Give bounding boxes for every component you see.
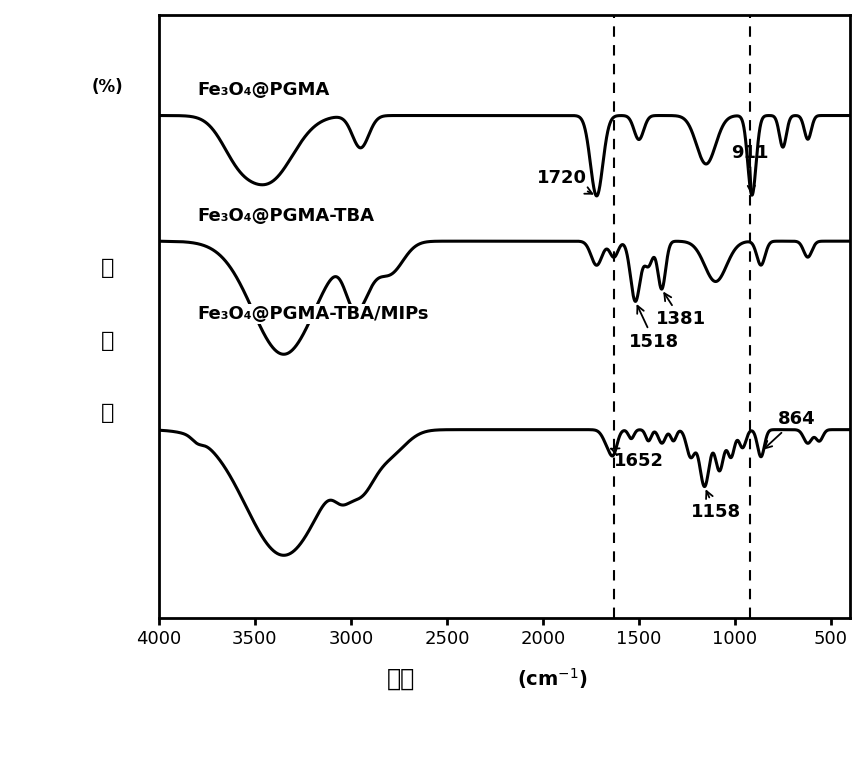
Text: 1158: 1158	[690, 491, 740, 521]
Text: Fe₃O₄@PGMA: Fe₃O₄@PGMA	[197, 81, 330, 99]
Text: 1652: 1652	[611, 449, 663, 470]
Text: 过: 过	[100, 331, 114, 350]
Text: Fe₃O₄@PGMA-TBA: Fe₃O₄@PGMA-TBA	[197, 207, 375, 225]
Text: (%): (%)	[92, 78, 123, 96]
Text: 1720: 1720	[537, 170, 593, 194]
Text: 透: 透	[100, 258, 114, 278]
Text: 911: 911	[731, 143, 768, 193]
Text: 1518: 1518	[629, 306, 679, 350]
Text: 864: 864	[765, 410, 815, 449]
Text: 1381: 1381	[656, 293, 706, 329]
Text: 波长: 波长	[387, 666, 415, 691]
Text: (cm$^{-1}$): (cm$^{-1}$)	[517, 666, 588, 691]
Text: Fe₃O₄@PGMA-TBA/MIPs: Fe₃O₄@PGMA-TBA/MIPs	[197, 305, 429, 323]
Text: 率: 率	[100, 403, 114, 423]
